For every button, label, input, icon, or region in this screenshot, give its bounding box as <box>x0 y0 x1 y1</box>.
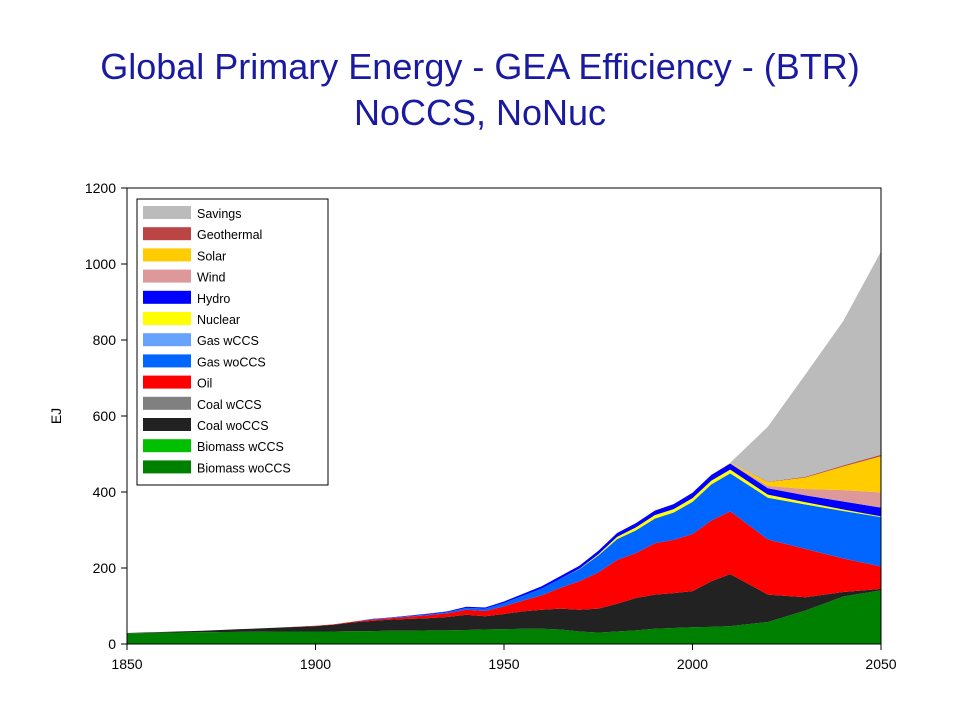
legend: Savings Geothermal Solar Wind Hydro Nuclear Ga… <box>136 198 329 486</box>
y-tick-label: 0 <box>108 636 116 652</box>
legend-swatch-wind <box>143 269 191 283</box>
x-tick-label: 2050 <box>865 656 896 672</box>
legend-label-oil: Oil <box>197 377 212 391</box>
legend-label-biomass-wccs: Biomass wCCS <box>197 440 284 454</box>
legend-swatch-solar <box>143 248 191 262</box>
legend-swatch-geothermal <box>143 227 191 241</box>
legend-swatch-oil <box>143 375 191 389</box>
legend-swatch-gas-wccs <box>143 333 191 347</box>
x-tick-label: 1850 <box>111 656 142 672</box>
legend-swatch-biomass-woccs <box>143 460 191 474</box>
y-axis-label: EJ <box>48 408 64 424</box>
legend-label-geothermal: Geothermal <box>197 228 262 242</box>
legend-label-gas-woccs: Gas woCCS <box>197 355 266 369</box>
legend-label-coal-woccs: Coal woCCS <box>197 419 269 433</box>
legend-label-gas-wccs: Gas wCCS <box>197 334 259 348</box>
legend-swatch-hydro <box>143 290 191 304</box>
legend-label-solar: Solar <box>197 249 226 263</box>
chart-title-block: Global Primary Energy - GEA Efficiency -… <box>0 44 960 136</box>
legend-swatch-biomass-wccs <box>143 439 191 453</box>
y-tick-label: 400 <box>93 484 117 500</box>
legend-label-wind: Wind <box>197 271 226 285</box>
legend-swatch-savings <box>143 206 191 219</box>
area-oil <box>127 511 881 633</box>
legend-box <box>136 198 329 486</box>
legend-swatch-coal-woccs <box>143 418 191 431</box>
legend-label-nuclear: Nuclear <box>197 313 240 327</box>
legend-label-biomass-woccs: Biomass woCCS <box>197 461 291 475</box>
x-tick-label: 1900 <box>300 656 331 672</box>
x-tick-label: 2000 <box>677 656 708 672</box>
area-gas-woccs <box>127 473 881 633</box>
legend-label-savings: Savings <box>197 207 241 221</box>
legend-label-hydro: Hydro <box>197 292 230 306</box>
y-tick-label: 1000 <box>85 256 116 272</box>
axes-layer: 0 200 400 600 800 1000 1200 1850 1900 1950 2000 205… <box>48 180 897 672</box>
legend-swatch-coal-wccs <box>143 396 191 410</box>
area-layer <box>127 251 881 644</box>
y-tick-label: 200 <box>93 560 117 576</box>
chart-subtitle: NoCCS, NoNuc <box>353 92 607 133</box>
y-tick-label: 1200 <box>85 180 116 196</box>
y-tick-label: 600 <box>93 408 117 424</box>
chart-title: Global Primary Energy - GEA Efficiency -… <box>100 46 860 87</box>
legend-swatch-nuclear <box>143 312 191 325</box>
area-coal-woccs <box>127 574 881 634</box>
legend-label-coal-wccs: Coal wCCS <box>197 398 262 412</box>
area-biomass-woccs <box>127 590 881 644</box>
legend-swatch-gas-woccs <box>143 354 191 368</box>
y-tick-label: 800 <box>93 332 117 348</box>
x-tick-label: 1950 <box>488 656 519 672</box>
